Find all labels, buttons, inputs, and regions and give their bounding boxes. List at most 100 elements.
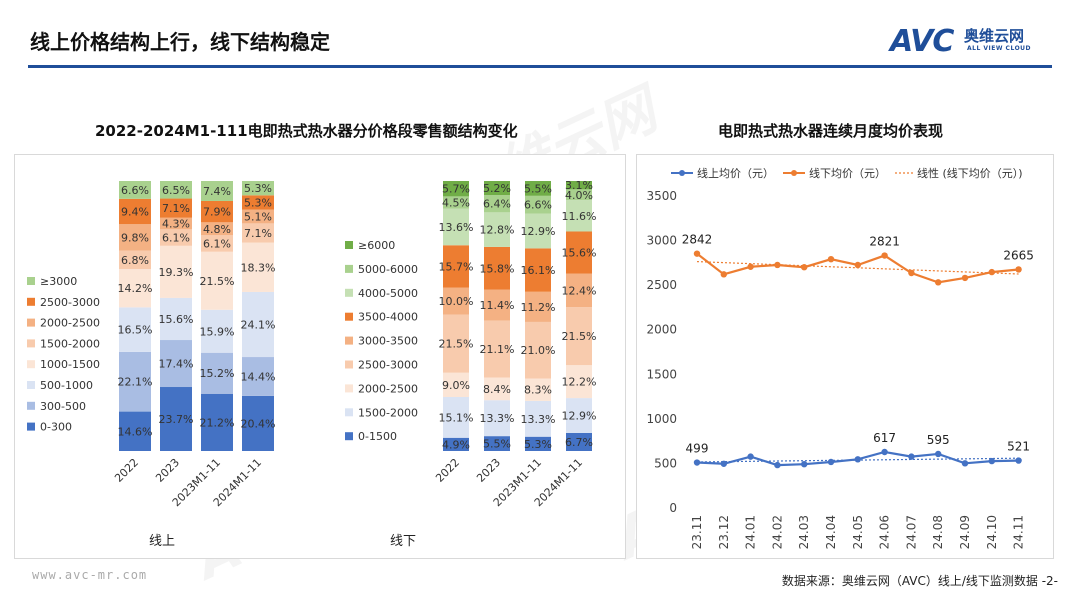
bar-segment: [566, 432, 592, 451]
data-point: [827, 255, 835, 263]
y-tick-label: 2500: [646, 278, 677, 292]
bar-segment: [242, 291, 274, 358]
bar-segment: [201, 309, 233, 353]
legend-swatch: [27, 381, 35, 389]
bar-data-label: 21.1%: [480, 343, 515, 356]
bar-segment: [242, 357, 274, 396]
price-structure-chart: ≥3000 2500-3000 2000-2500 1500-2000 1000-150…: [27, 179, 597, 549]
bar-data-label: 5.1%: [244, 211, 272, 224]
header-divider: [28, 65, 1052, 68]
x-tick-label: 24.01: [744, 515, 758, 549]
y-tick-label: 3500: [646, 189, 677, 203]
bar-segment: [119, 198, 151, 225]
bar-segment: [443, 181, 469, 197]
bar-segment: [201, 352, 233, 394]
bar-data-label: 15.6%: [159, 313, 194, 326]
right-chart-panel: 0 500 1000 1500 2000 2500 3000 3500 23.11 23.12 24…: [636, 154, 1054, 559]
data-point: [801, 264, 808, 271]
bar-segment: [443, 397, 469, 438]
bar-segment: [119, 307, 151, 352]
legend-swatch: [27, 360, 35, 369]
bar-data-label: 3.1%: [565, 179, 593, 192]
x-tick-label: 24.07: [904, 515, 918, 549]
bar-segment: [201, 393, 233, 451]
bar-data-label: 12.8%: [480, 224, 515, 237]
point-data-label: 2821: [869, 235, 900, 249]
legend-label: 1000-1500: [40, 358, 100, 371]
legend-swatch: [27, 401, 35, 410]
data-point: [854, 456, 861, 463]
left-chart-title: 2022-2024M1-111电即热式热水器分价格段零售额结构变化: [95, 122, 518, 140]
logo-cn-text: 奥维云网: [964, 27, 1025, 45]
logo-mark: AVC: [890, 24, 954, 59]
bar-segment: [484, 181, 510, 196]
bar-data-label: 21.0%: [521, 344, 556, 357]
legend-label: 2000-2500: [40, 317, 100, 330]
bar-segment: [160, 387, 192, 451]
y-tick-label: 3000: [646, 234, 677, 248]
bar-data-label: 5.3%: [244, 182, 272, 195]
bar-data-label: 4.9%: [442, 438, 470, 451]
legend-label: 3000-3500: [358, 335, 418, 348]
bar-data-label: 10.0%: [439, 295, 474, 308]
bar-segment: [242, 395, 274, 451]
bar-data-label: 4.3%: [162, 218, 190, 231]
y-tick-label: 0: [669, 501, 677, 515]
legend-label: 1500-2000: [358, 406, 418, 419]
avc-logo: AVC 奥维云网 ALL VIEW CLOUD: [890, 24, 1060, 59]
legend-swatch: [345, 312, 353, 321]
bar-data-label: 11.6%: [562, 210, 597, 223]
bar-data-label: 6.6%: [121, 184, 149, 197]
bar-segment: [201, 222, 233, 236]
bar-segment: [119, 269, 151, 308]
bar-data-label: 6.7%: [565, 436, 593, 449]
data-point: [961, 274, 969, 282]
bar-data-label: 11.2%: [521, 301, 556, 314]
bar-data-label: 7.9%: [203, 206, 231, 219]
bar-segment: [484, 320, 510, 378]
bar-segment: [160, 198, 192, 218]
bar-data-label: 13.3%: [521, 413, 556, 426]
x-tick-label: 24.05: [851, 515, 865, 549]
bar-data-label: 7.1%: [162, 202, 190, 215]
y-tick-label: 500: [654, 456, 677, 470]
bar-data-label: 24.1%: [241, 319, 276, 332]
data-point: [935, 279, 942, 286]
legend-label: ≥3000: [40, 275, 77, 288]
bar-segment: [566, 181, 592, 190]
bar-segment: [525, 378, 551, 401]
trend-line: [696, 457, 1019, 463]
page-title: 线上价格结构上行，线下结构稳定: [30, 30, 330, 54]
bar-data-label: 15.1%: [439, 411, 474, 424]
bar-data-label: 9.8%: [121, 231, 149, 244]
data-point: [935, 450, 942, 458]
legend-label: 2000-2500: [358, 382, 418, 395]
bar-data-label: 20.4%: [241, 417, 276, 430]
x-tick-label: 24.11: [1012, 515, 1026, 549]
bar-segment: [443, 196, 469, 209]
y-tick-label: 1500: [646, 367, 677, 381]
legend-label: 线上均价（元）: [697, 166, 774, 180]
legend-label: 0-300: [40, 421, 72, 434]
x-tick-label: 24.10: [985, 515, 999, 549]
bar-segment: [119, 351, 151, 412]
legend-swatch: [27, 297, 35, 306]
bar-data-label: 15.7%: [439, 260, 474, 273]
bar-segment: [566, 200, 592, 232]
bar-data-label: 6.1%: [203, 238, 231, 251]
legend-label: 0-1500: [358, 430, 397, 443]
bar-segment: [566, 273, 592, 308]
data-point: [827, 458, 835, 466]
bar-data-label: 14.4%: [241, 370, 276, 383]
bar-segment: [160, 217, 192, 230]
data-point: [908, 269, 915, 277]
bar-segment: [566, 231, 592, 274]
bar-segment: [484, 436, 510, 451]
legend-label: 2500-3000: [358, 359, 418, 372]
legend-label: 线下均价（元）: [809, 166, 886, 180]
bar-segment: [443, 372, 469, 397]
left-chart-panel: ≥3000 2500-3000 2000-2500 1500-2000 1000-150…: [14, 154, 626, 559]
legend-label: 500-1000: [40, 379, 93, 392]
bar-data-label: 4.8%: [203, 223, 231, 236]
bar-data-label: 15.6%: [562, 247, 597, 260]
